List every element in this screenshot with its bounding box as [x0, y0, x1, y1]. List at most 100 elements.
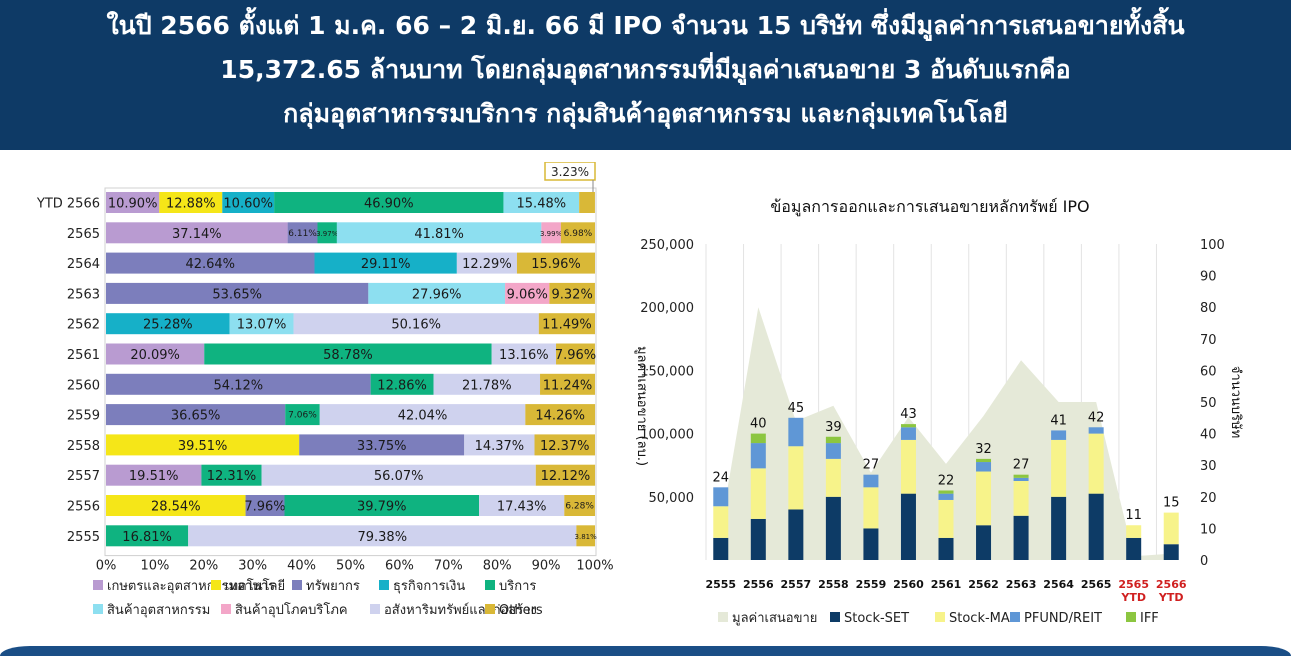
- total-label: 41: [1050, 413, 1067, 428]
- data-label: 37.14%: [172, 227, 222, 242]
- bar-segment: [284, 495, 480, 516]
- column-segment: [1126, 537, 1142, 560]
- x-tick-label: 50%: [336, 559, 365, 574]
- column-segment: [788, 509, 804, 560]
- column-segment: [863, 528, 879, 560]
- data-label: 58.78%: [323, 348, 373, 363]
- column-segment: [976, 458, 992, 463]
- bar-segment: [317, 222, 337, 244]
- legend-swatch: [830, 612, 840, 622]
- column-segment: [825, 458, 841, 497]
- legend-label: ธุรกิจการเงิน: [393, 579, 465, 594]
- y-left-tick: 250,000: [640, 238, 694, 253]
- column-segment: [1088, 493, 1104, 560]
- data-label: 10.60%: [223, 197, 273, 212]
- x-category-label: 2565: [1118, 578, 1149, 591]
- header-banner: ในปี 2566 ตั้งแต่ 1 ม.ค. 66 – 2 มิ.ย. 66…: [0, 0, 1291, 150]
- column-segment: [863, 474, 879, 488]
- category-label: 2564: [67, 257, 100, 272]
- column-segment: [750, 443, 766, 469]
- bar-segment: [188, 525, 577, 547]
- data-label: 11.24%: [543, 378, 593, 393]
- total-label: 42: [1088, 410, 1105, 425]
- column-segment: [750, 468, 766, 519]
- column-segment: [938, 499, 954, 538]
- column-segment: [788, 417, 804, 447]
- data-label: 7.96%: [244, 500, 285, 515]
- column-segment: [1163, 544, 1179, 560]
- total-label: 27: [1013, 458, 1030, 473]
- column-segment: [1163, 512, 1179, 545]
- x-tick-label: 0%: [96, 559, 117, 574]
- column-segment: [900, 427, 916, 440]
- y-left-tick: 100,000: [640, 428, 694, 443]
- legend-label: Stock-SET: [844, 611, 909, 626]
- x-category-label: 2562: [968, 578, 999, 591]
- total-label: 45: [788, 401, 805, 416]
- data-label: 19.51%: [129, 469, 179, 484]
- column-segment: [900, 424, 916, 428]
- total-label: 11: [1125, 508, 1142, 523]
- category-label: 2557: [67, 469, 100, 484]
- data-label: 12.31%: [207, 469, 257, 484]
- bar-segment: [106, 282, 369, 304]
- bar-segment: [222, 192, 275, 213]
- industry-share-svg: YTD 2566 10.90% 12.88% 10.60% 46.90% 15.48% 25…: [36, 161, 614, 618]
- bar-segment: [106, 464, 202, 486]
- legend-label: บริการ: [499, 579, 536, 594]
- column-segment: [713, 506, 729, 538]
- legend-label: สินค้าอุปโภคบริโภค: [235, 602, 348, 618]
- x-category-label: YTD: [1158, 591, 1184, 604]
- y-right-tick: 40: [1200, 428, 1217, 443]
- bar-segment: [535, 464, 596, 486]
- bar-segment: [204, 343, 492, 365]
- data-label: 12.37%: [540, 439, 590, 454]
- bar-segment: [274, 192, 504, 213]
- data-label: 10.90%: [108, 197, 158, 212]
- bar-segment: [106, 495, 246, 516]
- legend-label: สินค้าอุตสาหกรรม: [107, 603, 210, 618]
- y-right-tick: 80: [1200, 301, 1217, 316]
- legend-label: PFUND/REIT: [1024, 611, 1102, 626]
- bar-segment: [229, 313, 294, 335]
- headline-line-3: กลุ่มอุตสาหกรรมบริการ กลุ่มสินค้าอุตสาหก…: [283, 99, 1008, 128]
- bar-segment: [106, 252, 315, 274]
- column-segment: [1126, 525, 1142, 538]
- column-segment: [825, 436, 841, 444]
- callout-label: 3.23%: [551, 165, 589, 179]
- category-label: 2563: [67, 287, 100, 302]
- column-segment: [825, 496, 841, 560]
- bar-segment: [106, 525, 189, 547]
- y-right-tick: 30: [1200, 459, 1217, 474]
- data-label: 53.65%: [212, 287, 262, 302]
- column-segment: [1051, 439, 1067, 497]
- category-label: 2561: [67, 348, 100, 363]
- bar-segment: [370, 373, 434, 395]
- legend-swatch: [93, 604, 103, 614]
- data-label: 50.16%: [391, 318, 441, 333]
- x-category-label: 2565: [1081, 578, 1112, 591]
- y-right-tick: 50: [1200, 396, 1217, 411]
- bar-segment: [106, 222, 288, 244]
- y-right-title: จำนวนบริษัท: [1228, 366, 1243, 438]
- data-label: 6.11%: [288, 229, 317, 239]
- bar-segment: [516, 252, 595, 274]
- data-label: 7.06%: [288, 411, 317, 421]
- data-label: 15.48%: [517, 197, 567, 212]
- column-segment: [713, 487, 729, 507]
- legend-swatch: [935, 612, 945, 622]
- legend-swatch: [370, 604, 380, 614]
- x-category-label: 2556: [743, 578, 774, 591]
- y-left-tick: 150,000: [640, 364, 694, 379]
- data-label: 11.49%: [542, 318, 592, 333]
- data-label: 42.64%: [185, 257, 235, 272]
- plot-frame: [104, 187, 597, 557]
- column-segment: [938, 490, 954, 494]
- bar-segment: [433, 373, 541, 395]
- x-category-label: YTD: [1120, 591, 1146, 604]
- x-tick-label: 90%: [532, 559, 561, 574]
- legend-label: ทรัพยากร: [306, 579, 360, 594]
- x-tick-label: 70%: [434, 559, 463, 574]
- bar-segment: [491, 343, 557, 365]
- total-label: 27: [863, 458, 880, 473]
